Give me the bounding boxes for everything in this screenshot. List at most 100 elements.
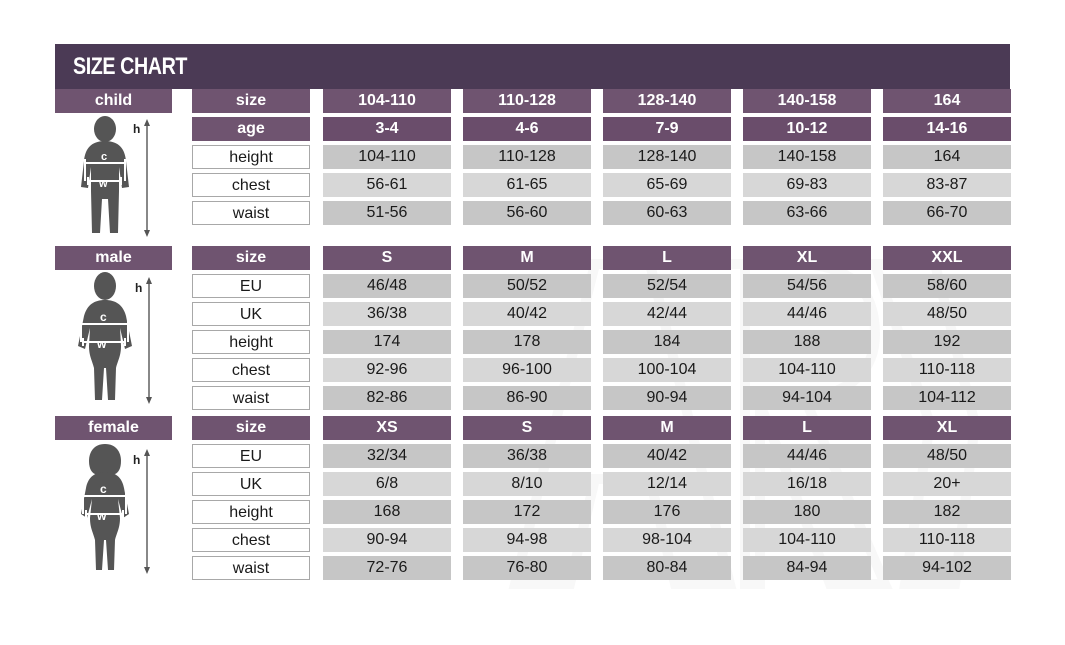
cell-chest-3: 69-83 <box>743 173 871 197</box>
column-header-4: XL <box>883 416 1011 440</box>
male-silhouette: c w h <box>55 270 172 405</box>
row-label-chest: chest <box>192 528 310 552</box>
header-row: age 3-4 4-6 7-9 10-12 14-16 <box>192 117 1011 141</box>
cell-waist-2: 80-84 <box>603 556 731 580</box>
svg-text:w: w <box>96 337 107 351</box>
row-label-chest: chest <box>192 173 310 197</box>
header-row: size S M L XL XXL <box>192 246 1011 270</box>
table-row: chest 92-96 96-100 100-104 104-110 110-118 <box>192 358 1011 382</box>
category-column-male: male c w h <box>55 246 192 405</box>
svg-text:h: h <box>133 122 140 136</box>
column-header-3: 10-12 <box>743 117 871 141</box>
row-label-UK: UK <box>192 472 310 496</box>
cell-EU-3: 44/46 <box>743 444 871 468</box>
cell-chest-3: 104-110 <box>743 358 871 382</box>
cell-waist-3: 63-66 <box>743 201 871 225</box>
cell-EU-4: 58/60 <box>883 274 1011 298</box>
cell-chest-2: 100-104 <box>603 358 731 382</box>
category-badge-female: female <box>55 416 172 440</box>
size-section-female: female c w h size XS S M L XL EU 32/34 36/38 40/4… <box>55 416 1011 580</box>
cell-EU-0: 32/34 <box>323 444 451 468</box>
cell-chest-1: 96-100 <box>463 358 591 382</box>
cell-UK-4: 20+ <box>883 472 1011 496</box>
row-label-height: height <box>192 145 310 169</box>
cell-height-0: 174 <box>323 330 451 354</box>
row-label-EU: EU <box>192 274 310 298</box>
table-row: EU 46/48 50/52 52/54 54/56 58/60 <box>192 274 1011 298</box>
cell-chest-4: 83-87 <box>883 173 1011 197</box>
column-header-3: XL <box>743 246 871 270</box>
column-header-2: M <box>603 416 731 440</box>
cell-height-4: 164 <box>883 145 1011 169</box>
column-header-1: S <box>463 416 591 440</box>
cell-height-2: 184 <box>603 330 731 354</box>
cell-height-3: 180 <box>743 500 871 524</box>
cell-chest-1: 61-65 <box>463 173 591 197</box>
row-label-EU: EU <box>192 444 310 468</box>
row-label-waist: waist <box>192 386 310 410</box>
table-row: height 174 178 184 188 192 <box>192 330 1011 354</box>
cell-waist-1: 76-80 <box>463 556 591 580</box>
column-header-2: 7-9 <box>603 117 731 141</box>
cell-waist-0: 82-86 <box>323 386 451 410</box>
category-badge-male: male <box>55 246 172 270</box>
cell-chest-4: 110-118 <box>883 528 1011 552</box>
cell-EU-2: 40/42 <box>603 444 731 468</box>
female-silhouette: c w h <box>55 440 172 575</box>
column-header-0: 104-110 <box>323 89 451 113</box>
cell-EU-0: 46/48 <box>323 274 451 298</box>
cell-EU-3: 54/56 <box>743 274 871 298</box>
column-header-4: 164 <box>883 89 1011 113</box>
cell-height-0: 104-110 <box>323 145 451 169</box>
cell-UK-2: 42/44 <box>603 302 731 326</box>
cell-waist-0: 51-56 <box>323 201 451 225</box>
row-label-header: age <box>192 117 310 141</box>
svg-text:h: h <box>133 453 140 467</box>
header-row: size 104-110 110-128 128-140 140-158 164 <box>192 89 1011 113</box>
cell-waist-0: 72-76 <box>323 556 451 580</box>
table-row: waist 51-56 56-60 60-63 63-66 66-70 <box>192 201 1011 225</box>
cell-chest-1: 94-98 <box>463 528 591 552</box>
size-section-child: child c w h size 104-110 110-128 128-140 140… <box>55 89 1011 240</box>
category-column-child: child c w h <box>55 89 192 240</box>
table-row: height 104-110 110-128 128-140 140-158 164 <box>192 145 1011 169</box>
table-row: EU 32/34 36/38 40/42 44/46 48/50 <box>192 444 1011 468</box>
table-row: UK 6/8 8/10 12/14 16/18 20+ <box>192 472 1011 496</box>
column-header-3: L <box>743 416 871 440</box>
column-header-3: 140-158 <box>743 89 871 113</box>
child-silhouette: c w h <box>55 113 172 240</box>
cell-height-2: 176 <box>603 500 731 524</box>
svg-text:w: w <box>98 178 108 190</box>
column-header-4: 14-16 <box>883 117 1011 141</box>
page-title: SIZE CHART <box>73 52 187 80</box>
row-label-UK: UK <box>192 302 310 326</box>
table-row: chest 56-61 61-65 65-69 69-83 83-87 <box>192 173 1011 197</box>
cell-chest-0: 90-94 <box>323 528 451 552</box>
row-label-header: size <box>192 416 310 440</box>
row-label-waist: waist <box>192 556 310 580</box>
cell-height-0: 168 <box>323 500 451 524</box>
category-column-female: female c w h <box>55 416 192 575</box>
cell-chest-2: 65-69 <box>603 173 731 197</box>
cell-waist-2: 60-63 <box>603 201 731 225</box>
svg-text:c: c <box>100 310 107 324</box>
column-header-0: S <box>323 246 451 270</box>
cell-waist-1: 86-90 <box>463 386 591 410</box>
cell-UK-0: 36/38 <box>323 302 451 326</box>
column-header-1: M <box>463 246 591 270</box>
column-header-0: 3-4 <box>323 117 451 141</box>
cell-UK-1: 40/42 <box>463 302 591 326</box>
row-label-header: size <box>192 246 310 270</box>
row-label-chest: chest <box>192 358 310 382</box>
cell-waist-3: 94-104 <box>743 386 871 410</box>
cell-height-3: 140-158 <box>743 145 871 169</box>
cell-UK-1: 8/10 <box>463 472 591 496</box>
cell-chest-2: 98-104 <box>603 528 731 552</box>
cell-height-4: 192 <box>883 330 1011 354</box>
cell-height-1: 172 <box>463 500 591 524</box>
row-label-height: height <box>192 500 310 524</box>
row-label-height: height <box>192 330 310 354</box>
row-label-header: size <box>192 89 310 113</box>
column-header-1: 110-128 <box>463 89 591 113</box>
table-row: height 168 172 176 180 182 <box>192 500 1011 524</box>
